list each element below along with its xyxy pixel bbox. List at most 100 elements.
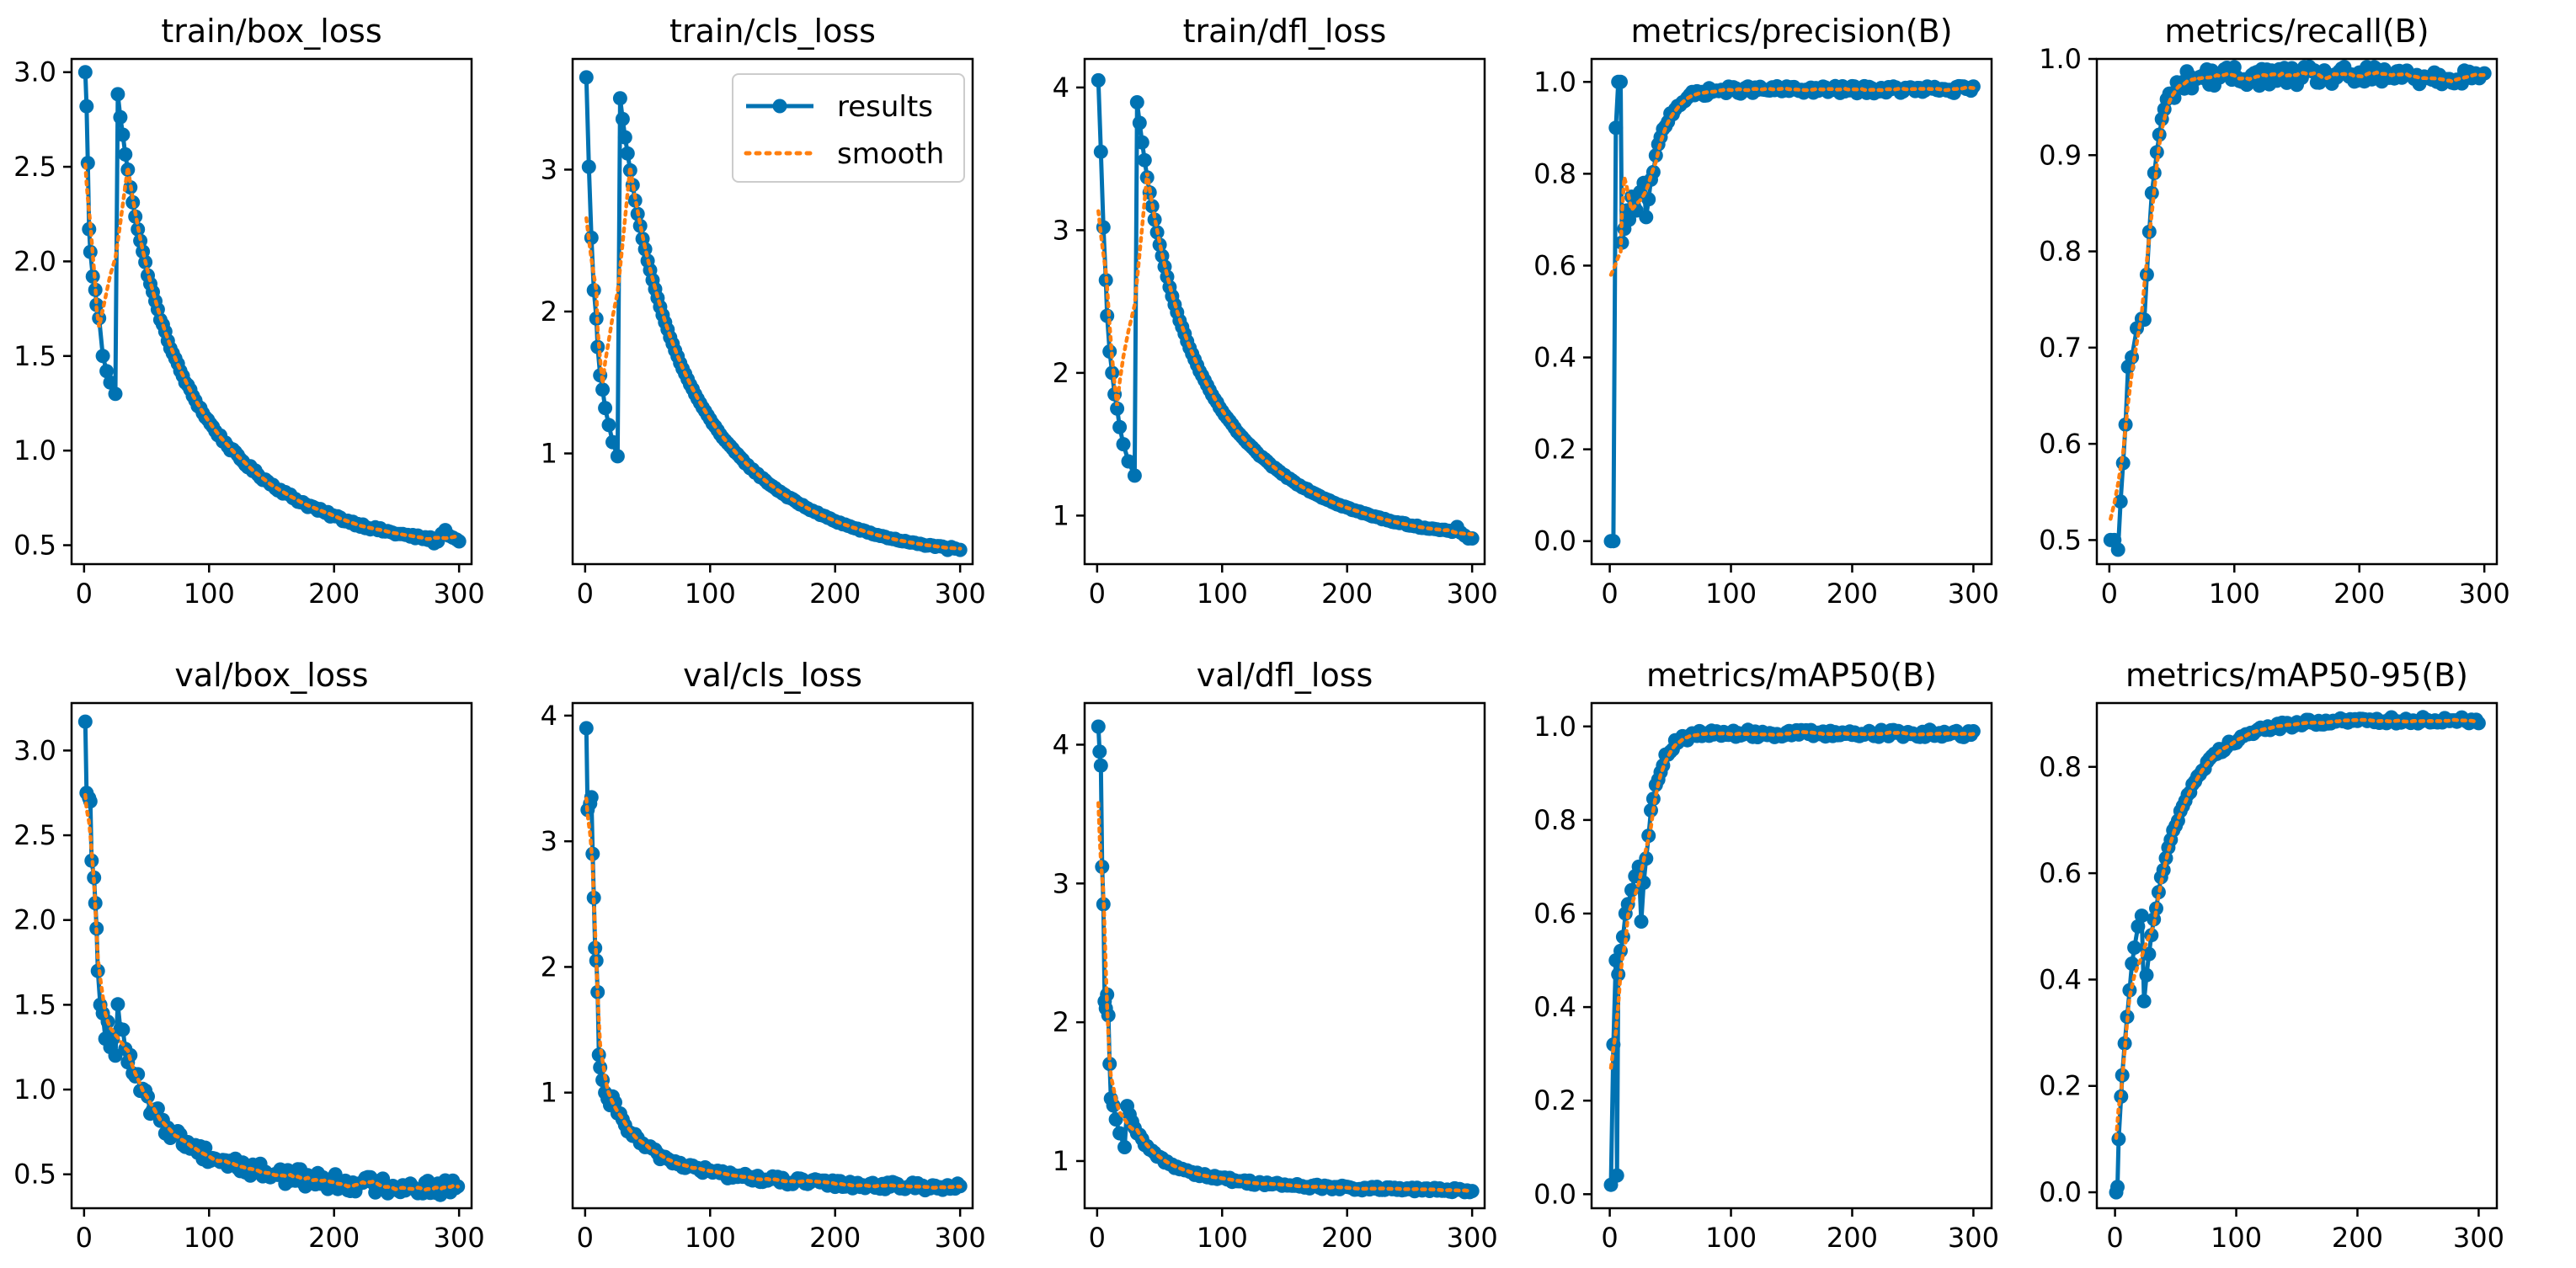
results-point (1093, 144, 1108, 159)
results-point (128, 209, 143, 224)
y-tick-label: 3 (1053, 214, 1069, 246)
results-point (2139, 967, 2154, 983)
results-point (632, 218, 648, 233)
results-point (118, 147, 133, 162)
y-tick-label: 2.0 (13, 904, 56, 936)
results-point (99, 364, 115, 379)
y-tick-label: 1.0 (2039, 43, 2082, 75)
x-tick-label: 300 (1948, 578, 1999, 610)
results-line (83, 72, 461, 546)
x-tick-label: 200 (1827, 578, 1878, 610)
smooth-line (584, 167, 963, 551)
results-point (585, 846, 600, 861)
results-point (79, 99, 94, 114)
y-tick-label: 0.0 (2039, 1176, 2082, 1208)
y-tick-label: 0.7 (2039, 332, 2082, 364)
y-tick-label: 0.9 (2039, 139, 2082, 171)
chart-title: metrics/recall(B) (2164, 13, 2429, 50)
y-tick-label: 0.2 (1533, 1084, 1576, 1116)
results-point (1121, 454, 1136, 469)
chart-panel: val/cls_loss 0 100 200 300 1 2 3 4 (541, 657, 986, 1254)
results-point (2471, 716, 2486, 731)
results-point (2141, 946, 2157, 962)
chart-title: metrics/mAP50-95(B) (2125, 657, 2468, 694)
results-point (2134, 908, 2149, 924)
results-point (2136, 994, 2152, 1009)
x-tick-label: 200 (308, 578, 360, 610)
x-tick-label: 0 (577, 1222, 594, 1254)
results-point (1613, 74, 1628, 89)
results-point (2110, 542, 2125, 557)
plot-area (2109, 710, 2486, 1200)
results-point (198, 1140, 213, 1155)
x-tick-label: 200 (308, 1222, 360, 1254)
results-point (2110, 1180, 2125, 1195)
results-point (1606, 534, 1621, 549)
results-point (110, 87, 125, 102)
results-point (115, 1022, 131, 1037)
y-tick-label: 0.0 (1533, 1178, 1576, 1210)
results-point (1116, 437, 1131, 452)
y-tick-label: 0.6 (1533, 898, 1576, 930)
plot-area (579, 70, 968, 557)
y-tick-label: 2 (541, 951, 557, 983)
axes-frame (1590, 57, 1993, 566)
results-point (620, 146, 635, 161)
results-point (1112, 419, 1128, 434)
x-tick-label: 0 (2101, 578, 2118, 610)
y-tick-label: 3 (541, 153, 557, 185)
results-line (584, 727, 962, 1193)
results-point (2113, 494, 2128, 509)
results-point (1137, 152, 1152, 168)
y-tick-label: 0.6 (2039, 428, 2082, 460)
y-tick-label: 2.0 (13, 245, 56, 277)
x-tick-label: 100 (1197, 1222, 1248, 1254)
x-tick-label: 0 (577, 578, 594, 610)
smooth-line (2114, 717, 2481, 1140)
y-tick-label: 1.5 (13, 988, 56, 1020)
results-point (1093, 758, 1108, 773)
results-point (1132, 115, 1147, 131)
x-tick-label: 0 (1089, 578, 1106, 610)
y-tick-label: 0.8 (2039, 751, 2082, 783)
x-tick-label: 100 (1197, 578, 1248, 610)
results-point (108, 386, 123, 402)
y-tick-label: 1.0 (1533, 711, 1576, 743)
smooth-line (1608, 730, 1976, 1070)
chart-title: val/dfl_loss (1197, 657, 1373, 694)
smooth-line (584, 796, 963, 1190)
x-tick-label: 100 (2211, 1222, 2262, 1254)
x-tick-label: 300 (434, 1222, 485, 1254)
x-tick-label: 200 (1321, 1222, 1373, 1254)
results-point (1639, 210, 1654, 225)
x-tick-label: 100 (184, 1222, 235, 1254)
results-point (1609, 1168, 1624, 1183)
results-point (584, 230, 599, 245)
x-tick-label: 300 (1447, 578, 1498, 610)
results-point (1606, 1037, 1621, 1052)
smooth-line (1096, 173, 1475, 536)
y-tick-label: 0.4 (1533, 342, 1576, 374)
chart-panel: val/dfl_loss 0 100 200 300 1 2 3 4 (1053, 657, 1498, 1254)
chart-panel: val/box_loss 0 100 200 300 0.5 1.0 1.5 2.0 2.5 3.0 (13, 657, 485, 1254)
results-point (612, 91, 627, 106)
results-point (581, 159, 596, 174)
x-tick-label: 100 (2209, 578, 2260, 610)
results-point (615, 111, 630, 126)
results-point (1117, 1140, 1132, 1154)
y-tick-label: 0.8 (1533, 157, 1576, 189)
chart-panel: metrics/mAP50-95(B) 0 100 200 300 0.0 0.2 0.4 0.… (2039, 657, 2504, 1254)
results-point (1112, 1126, 1128, 1141)
results-point (598, 401, 613, 416)
x-tick-label: 0 (2106, 1222, 2123, 1254)
results-point (1091, 72, 1106, 88)
y-tick-label: 4 (541, 700, 557, 732)
results-point (113, 109, 128, 125)
x-tick-label: 300 (2453, 1222, 2504, 1254)
axes-frame (1590, 701, 1993, 1210)
y-tick-label: 0.5 (13, 1159, 56, 1191)
axes-frame (2095, 57, 2499, 566)
y-tick-label: 0.5 (13, 530, 56, 562)
results-line (1611, 79, 1976, 544)
results-point (1127, 468, 1142, 483)
